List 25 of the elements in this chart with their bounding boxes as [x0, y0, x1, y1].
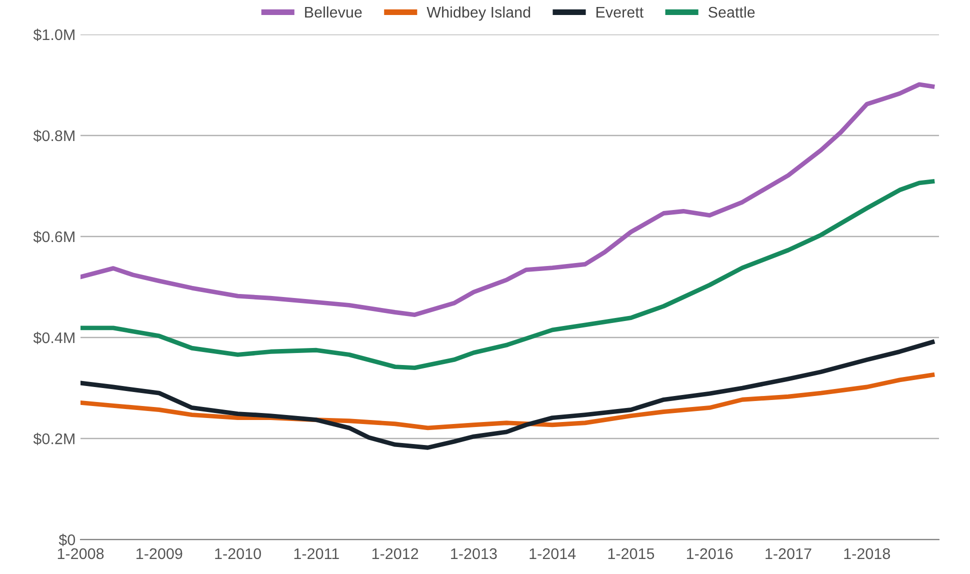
line-series — [80, 340, 935, 450]
x-tick-label: 1-2016 — [686, 548, 733, 560]
x-tick-label: 1-2014 — [530, 548, 576, 560]
line-series — [80, 82, 935, 318]
x-tick-label: 1-2018 — [844, 548, 890, 560]
legend-label: Everett — [596, 7, 644, 18]
line-series — [80, 179, 935, 370]
y-tick-label: $0.2M — [33, 432, 74, 446]
x-tick-label: 1-2009 — [136, 548, 182, 560]
x-tick-label: 1-2017 — [766, 548, 812, 560]
x-tick-label: 1-2013 — [451, 548, 497, 560]
y-tick-label: $0.6M — [33, 230, 74, 244]
x-tick-label: 1-2011 — [294, 548, 339, 560]
x-tick-label: 1-2008 — [58, 548, 104, 560]
legend-label: Bellevue — [305, 6, 362, 18]
x-tick-label: 1-2015 — [608, 548, 654, 560]
x-tick-label: 1-2010 — [215, 548, 261, 560]
y-tick-label: $0 — [58, 534, 76, 546]
y-tick-label: $1.0M — [33, 28, 74, 42]
x-tick-label: 1-2012 — [372, 548, 418, 560]
legend-label: Whidbey Island — [426, 6, 530, 21]
y-tick-label: $0.8M — [33, 130, 74, 142]
y-tick-label: $0.4M — [33, 332, 74, 344]
legend-label: Seattle — [708, 6, 755, 18]
line-series — [80, 372, 935, 430]
